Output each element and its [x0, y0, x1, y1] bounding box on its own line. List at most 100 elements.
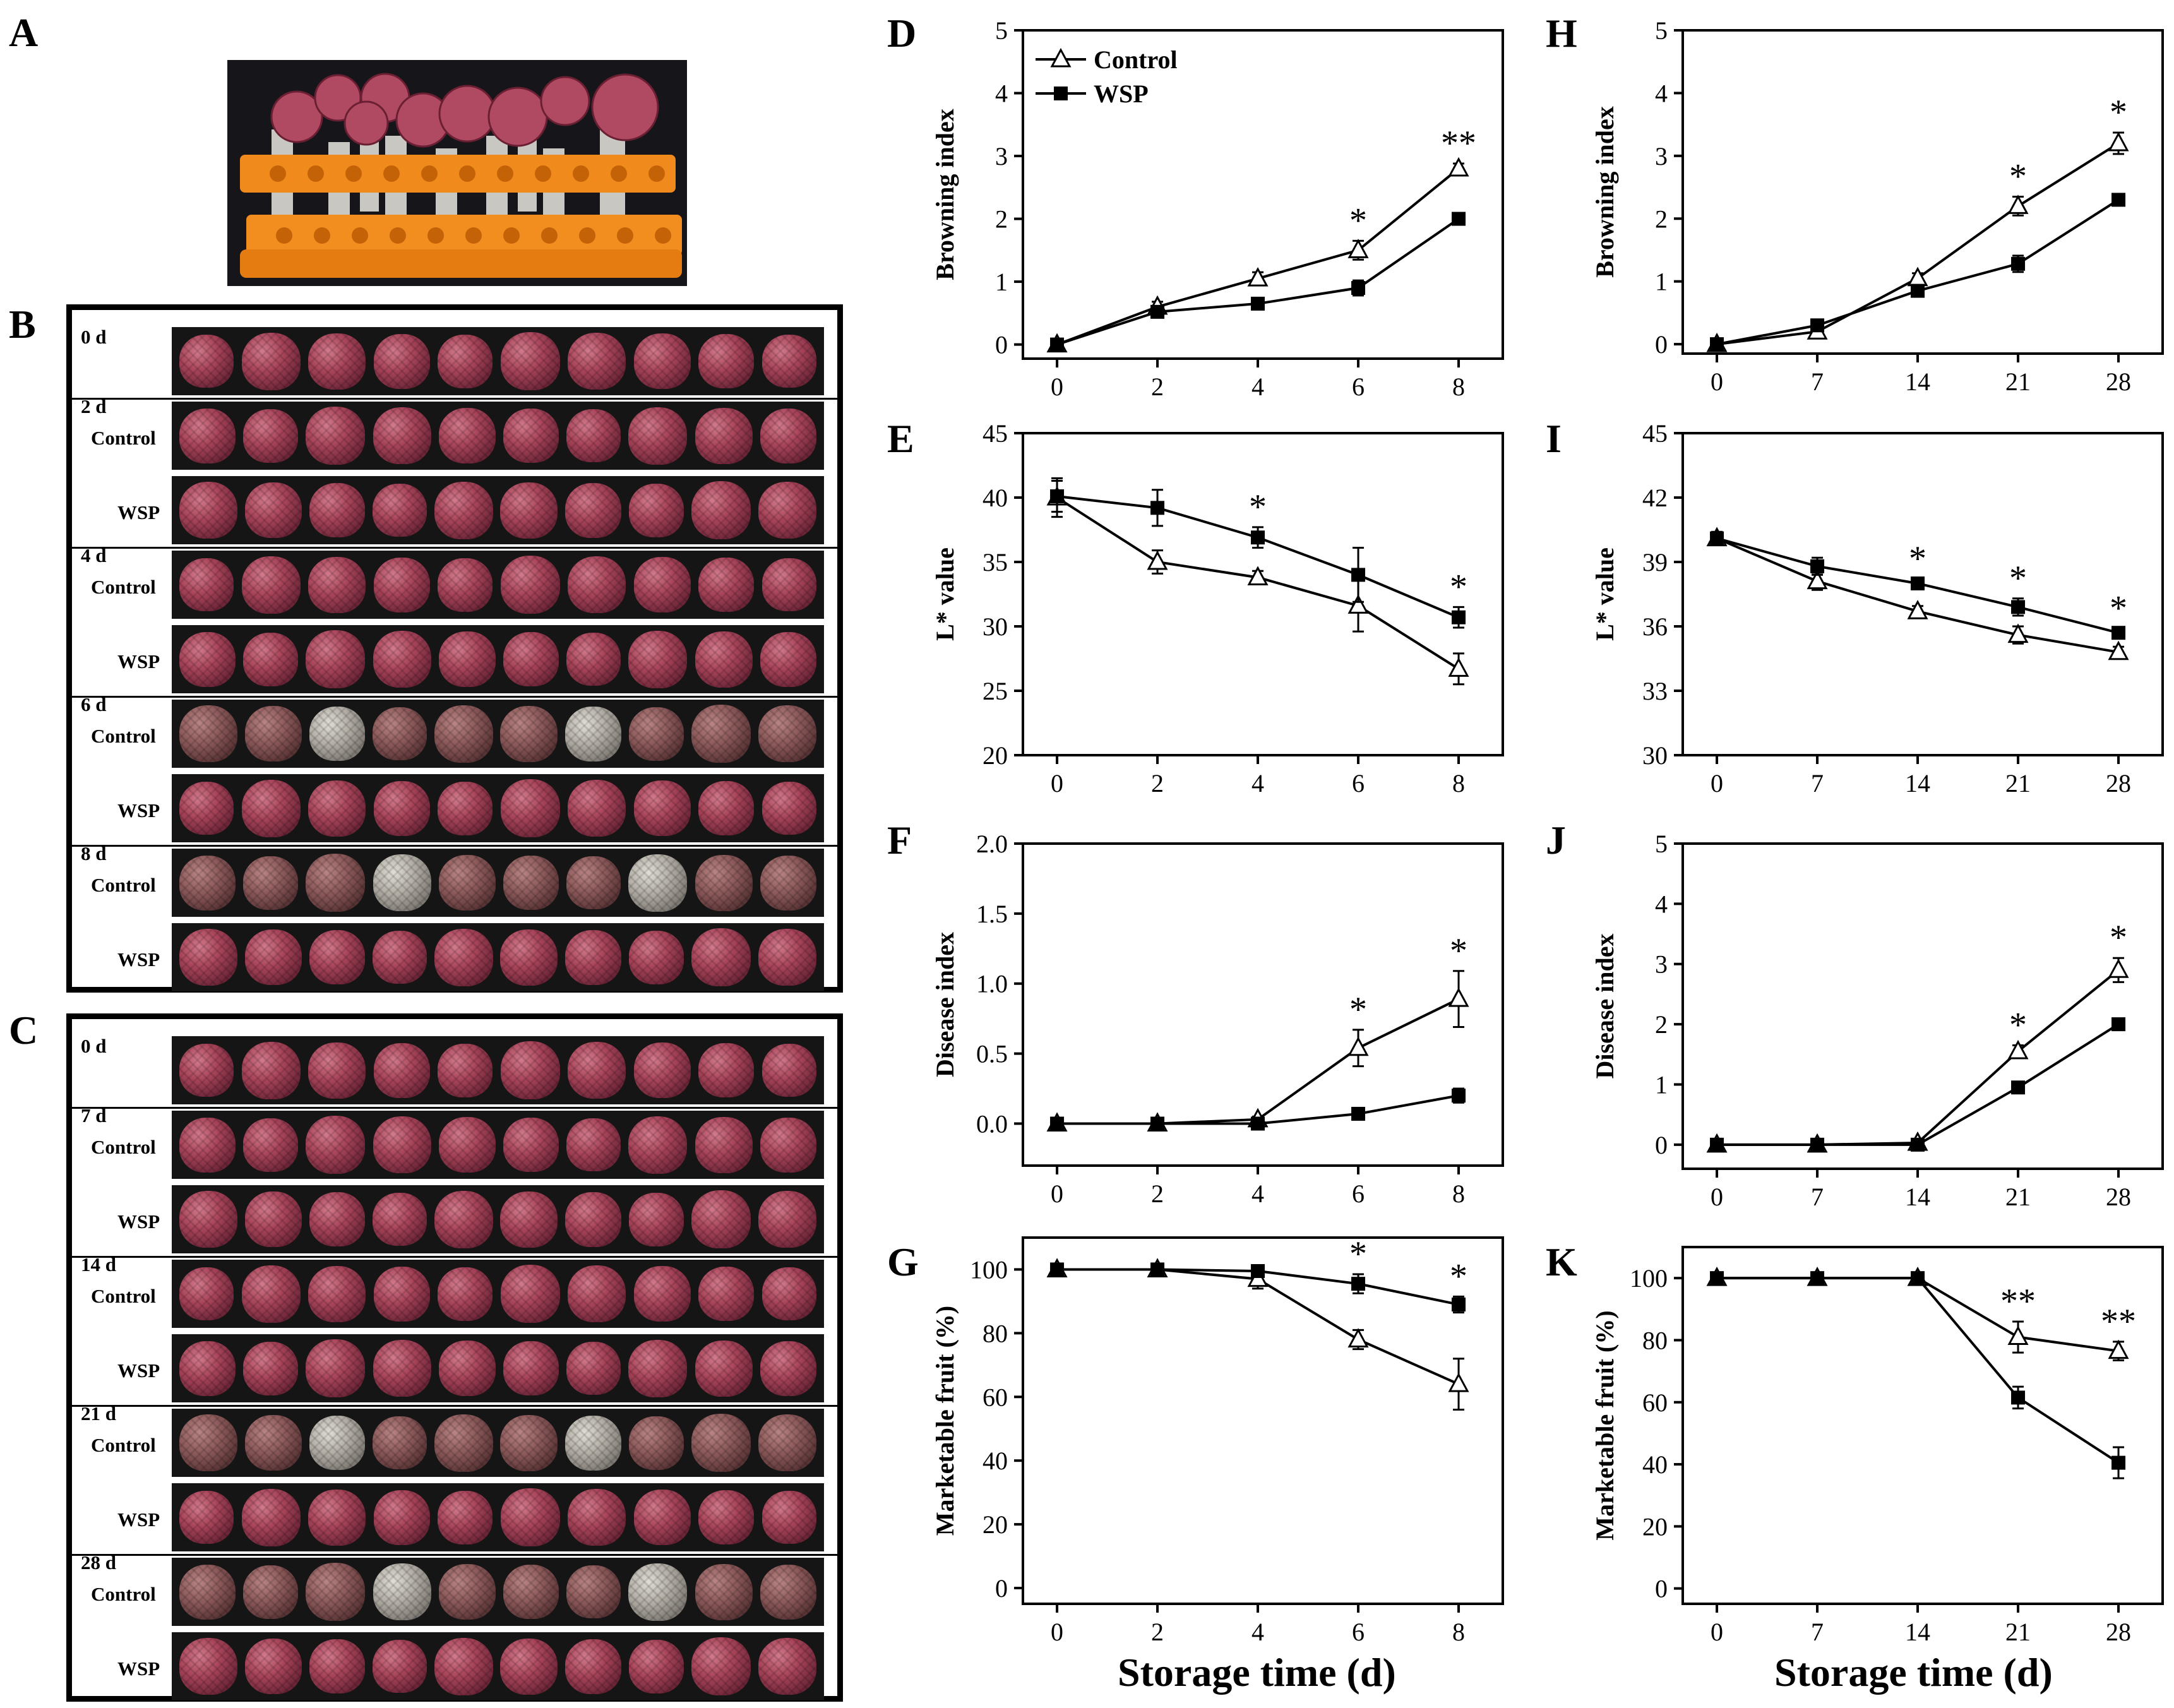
data-point-control — [1907, 266, 1928, 287]
series-line-wsp — [1717, 1023, 2120, 1146]
lychee-fruit — [500, 929, 558, 986]
significance-marker: ** — [2000, 1282, 2036, 1321]
y-tick-label: 60 — [982, 1383, 1008, 1411]
lychee-fruit — [503, 1341, 559, 1395]
lychee-fruit — [373, 333, 430, 389]
significance-marker: * — [1450, 567, 1467, 606]
data-point-wsp — [1050, 1116, 1065, 1131]
x-tick-label: 2 — [1151, 373, 1164, 401]
lychee-fruit — [179, 408, 236, 463]
panel-c-photo-strip — [172, 1111, 824, 1179]
x-tick-label: 21 — [2005, 367, 2031, 396]
lychee-fruit — [629, 1639, 684, 1693]
y-tick-label: 0.5 — [976, 1040, 1008, 1068]
data-point-wsp — [2011, 256, 2026, 271]
x-tick-label: 14 — [1905, 1618, 1930, 1646]
panel-c-day-separator — [72, 1256, 837, 1258]
panel-c-group-label-wsp: WSP — [117, 1210, 160, 1233]
lychee-fruit — [438, 1117, 496, 1173]
x-tick-label: 0 — [1711, 1183, 1723, 1211]
lychee-fruit — [308, 780, 366, 837]
lychee-fruit — [243, 409, 299, 463]
y-axis-label: Browning index — [931, 109, 959, 280]
lychee-fruit — [500, 1191, 558, 1248]
panel-label-k: K — [1546, 1239, 1577, 1284]
data-point-wsp — [2111, 626, 2126, 640]
chart-j: J 0 1 2 3 4 5 0 7 14 21 28 Disease index * * — [1546, 818, 2164, 1211]
data-point-wsp — [1810, 1271, 1825, 1286]
chart-g: G 0 20 40 60 80 100 0 2 4 6 8 Marketable fruit (%) * * — [887, 1234, 1504, 1646]
lychee-fruit — [691, 1414, 751, 1472]
y-tick-label: 0 — [995, 1574, 1008, 1603]
y-tick-label: 40 — [982, 484, 1008, 512]
panel-c-group-label-control: Control — [91, 1583, 156, 1605]
lychee-fruit — [308, 1265, 366, 1322]
panel-label-f: F — [887, 818, 912, 863]
lychee-fruit — [438, 334, 493, 388]
significance-marker: * — [2110, 588, 2127, 628]
x-axis-title-right: Storage time (d) — [1774, 1650, 2053, 1695]
panel-c-photo-strip — [172, 1334, 824, 1402]
significance-marker: * — [1349, 990, 1367, 1029]
lychee-fruit — [565, 706, 622, 761]
y-tick-label: 45 — [982, 419, 1008, 448]
lychee-fruit — [179, 1564, 236, 1620]
lychee-fruit — [565, 1639, 622, 1694]
lychee-fruit — [372, 1640, 427, 1693]
lychee-fruit — [438, 631, 496, 687]
panel-c-day-label: 28 d — [81, 1551, 116, 1574]
lychee-fruit — [373, 854, 431, 911]
lychee-fruit — [695, 1563, 753, 1620]
lychee-fruit — [373, 780, 430, 836]
data-point-wsp — [2011, 1080, 2026, 1095]
lychee-fruit — [179, 1044, 234, 1097]
lychee-fruit — [695, 854, 753, 911]
lychee-fruit — [373, 407, 431, 464]
data-point-control — [1448, 657, 1469, 677]
y-tick-label: 60 — [1642, 1388, 1668, 1417]
x-tick-label: 14 — [1905, 367, 1930, 396]
data-point-wsp — [1452, 212, 1466, 226]
lychee-fruit — [372, 484, 427, 537]
y-tick-label: 2 — [1655, 1010, 1668, 1039]
y-axis-label: Browning index — [1591, 106, 1619, 278]
lychee-fruit — [628, 1116, 688, 1174]
data-point-wsp — [2111, 1017, 2126, 1032]
series-line-wsp — [1717, 1277, 2120, 1464]
y-tick-label: 33 — [1642, 677, 1668, 705]
y-axis-label: Disease index — [1591, 934, 1619, 1079]
lychee-fruit — [306, 407, 366, 465]
y-tick-label: 35 — [982, 548, 1008, 576]
lychee-fruit — [691, 928, 751, 986]
panel-b-group-label-control: Control — [91, 427, 156, 449]
panel-label-g: G — [887, 1239, 919, 1284]
data-point-wsp — [1150, 501, 1165, 515]
panel-b-group-label-wsp: WSP — [117, 948, 160, 970]
lychee-fruit — [691, 481, 751, 539]
x-tick-label: 28 — [2106, 1618, 2131, 1646]
x-tick-label: 14 — [1905, 1183, 1930, 1211]
lychee-fruit — [373, 1563, 431, 1620]
lychee-fruit — [500, 1265, 560, 1323]
lychee-fruit — [372, 1416, 427, 1469]
lychee-fruit — [691, 1190, 751, 1248]
data-point-wsp — [2011, 1390, 2026, 1405]
x-tick-label: 0 — [1711, 367, 1723, 396]
panel-c-group-label-control: Control — [91, 1285, 156, 1307]
lychee-fruit — [244, 929, 302, 985]
x-tick-label: 21 — [2005, 1618, 2031, 1646]
lychee-fruit — [760, 1564, 816, 1620]
data-point-control — [2007, 623, 2029, 643]
x-tick-label: 4 — [1251, 1618, 1264, 1646]
x-tick-label: 7 — [1811, 769, 1824, 797]
lychee-fruit — [438, 408, 496, 463]
x-tick-label: 7 — [1811, 367, 1824, 396]
data-point-wsp — [1911, 576, 1925, 590]
lychee-fruit — [244, 1191, 302, 1247]
panel-c-photo-strip — [172, 1558, 824, 1626]
lychee-fruit — [243, 1118, 299, 1172]
lychee-fruit — [758, 482, 816, 539]
lychee-fruit — [309, 1639, 365, 1693]
x-tick-label: 4 — [1251, 1179, 1264, 1208]
